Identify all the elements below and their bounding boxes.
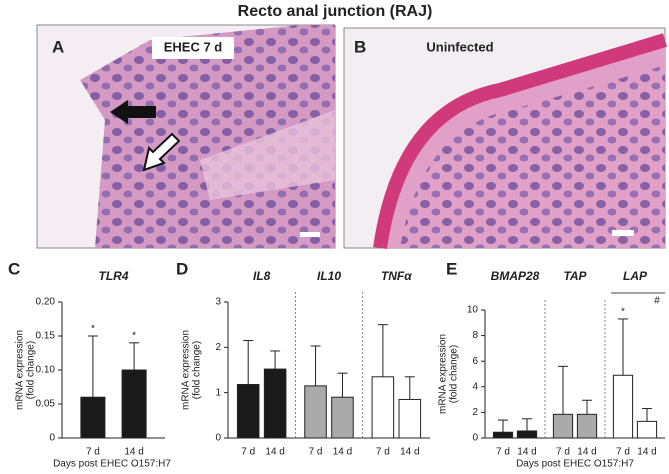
y-tick-label: 10: [467, 305, 479, 316]
panel-a: EHEC 7 d A: [36, 24, 336, 249]
scale-bar: [300, 232, 320, 237]
group-title: BMAP28: [491, 269, 540, 283]
bar: [612, 374, 634, 439]
arrow: [110, 100, 156, 124]
y-tick-label: 4: [472, 381, 478, 392]
group-title: LAP: [623, 269, 648, 283]
y-tick-label: 0.10: [36, 365, 56, 376]
x-tick-label: 7 d: [616, 447, 630, 458]
bar: [576, 413, 598, 439]
y-tick-label: 0.15: [36, 331, 56, 342]
y-tick-label: 2: [215, 342, 221, 353]
x-tick-label: 14 d: [517, 447, 536, 458]
panel-b: B Uninfected: [343, 27, 668, 250]
x-tick-label: 7 d: [496, 447, 510, 458]
bar: [492, 431, 514, 439]
significance-mark: *: [621, 307, 625, 318]
bar: [331, 396, 354, 439]
y-tick-label: 6: [472, 356, 478, 367]
x-tick-label: 14 d: [637, 447, 656, 458]
y-tick-label: 2: [472, 407, 478, 418]
tissue-nuclei: [400, 65, 665, 248]
y-tick-label: 0.05: [36, 399, 56, 410]
x-tick-label: 14 d: [400, 447, 419, 458]
x-tick-label: 7 d: [376, 447, 390, 458]
y-axis-label: (fold change): [192, 341, 203, 399]
x-tick-label: 7 d: [86, 447, 100, 458]
y-tick-label: 0: [215, 433, 221, 444]
x-axis-label: Days post EHEC O157:H7: [53, 459, 171, 470]
x-tick-label: 14 d: [333, 447, 352, 458]
y-tick-label: 0: [472, 433, 478, 444]
arrow: [142, 132, 181, 172]
x-tick-label: 14 d: [577, 447, 596, 458]
y-axis-label: (fold change): [449, 345, 460, 403]
bar: [552, 413, 574, 439]
tissue-nuclei: [80, 25, 335, 248]
x-tick-label: 14 d: [265, 447, 284, 458]
panel-letter: D: [176, 259, 188, 278]
y-tick-label: 0.20: [36, 297, 56, 308]
bar: [121, 369, 147, 439]
bar: [236, 384, 260, 439]
y-tick-label: 1: [215, 387, 221, 398]
group-title: IL10: [317, 269, 341, 283]
significance-mark: #: [654, 296, 660, 307]
tissue-edge: [373, 33, 668, 250]
bar: [371, 376, 395, 439]
panel-letter: B: [354, 37, 366, 56]
y-tick-label: 0: [49, 433, 55, 444]
scale-bar: [612, 230, 634, 236]
group-title: TNFα: [381, 269, 412, 283]
y-axis-label: mRNA expression: [181, 330, 192, 410]
y-axis-label: mRNA expression: [438, 334, 449, 414]
group-title: TLR4: [99, 269, 129, 283]
panel-letter: A: [52, 37, 64, 56]
bar: [516, 430, 538, 439]
bar: [304, 385, 327, 439]
y-axis-label: mRNA expression: [15, 330, 26, 410]
x-axis-label: Days post EHEC O157:H7: [516, 459, 634, 470]
panel-letter: C: [8, 259, 20, 278]
y-tick-label: 3: [215, 297, 221, 308]
significance-mark: *: [132, 330, 136, 341]
bar: [398, 398, 422, 439]
x-tick-label: 7 d: [309, 447, 323, 458]
panel-letter: E: [446, 259, 457, 278]
bar: [263, 368, 287, 439]
bar: [636, 420, 658, 439]
figure-title: Recto anal junction (RAJ): [238, 3, 433, 20]
significance-mark: *: [91, 324, 95, 335]
panel-label: EHEC 7 d: [164, 39, 223, 54]
group-title: IL8: [253, 269, 271, 283]
bar: [80, 396, 106, 439]
panel-label: Uninfected: [426, 39, 493, 54]
x-tick-label: 14 d: [124, 447, 143, 458]
label-box: [152, 37, 234, 59]
y-tick-label: 8: [472, 330, 478, 341]
group-title: TAP: [563, 269, 587, 283]
x-tick-label: 7 d: [241, 447, 255, 458]
tissue-layer: [200, 110, 335, 200]
y-axis-label: (fold change): [26, 341, 37, 399]
x-tick-label: 7 d: [556, 447, 570, 458]
